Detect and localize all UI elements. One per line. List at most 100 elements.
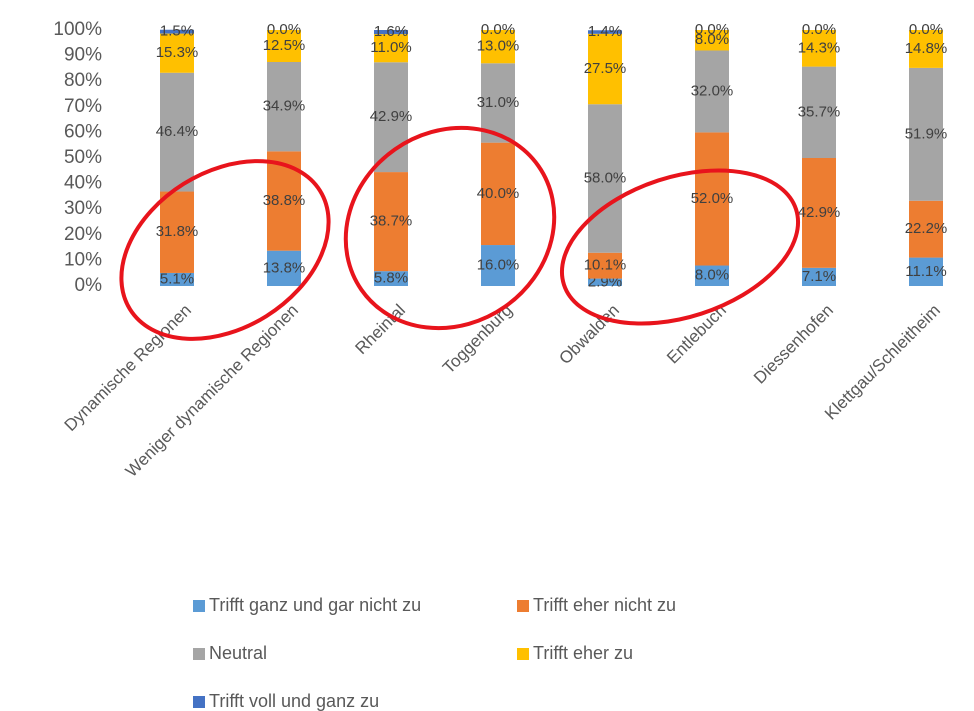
- legend-label: Trifft eher nicht zu: [533, 595, 676, 615]
- value-label: 11.0%: [370, 39, 411, 56]
- bar-segment: [909, 67, 943, 201]
- value-label: 34.9%: [263, 98, 306, 115]
- legend-swatch: [517, 600, 529, 612]
- y-tick-label: 80%: [64, 70, 102, 91]
- bar-segment: [695, 30, 729, 51]
- value-label: 12.5%: [263, 37, 306, 54]
- bar-segment: [695, 50, 729, 133]
- value-label: 42.9%: [370, 108, 413, 125]
- value-label: 31.8%: [156, 223, 199, 240]
- y-tick-label: 70%: [64, 96, 102, 117]
- value-label: 46.4%: [156, 123, 199, 140]
- value-label: 0.0%: [802, 21, 836, 38]
- value-label: 31.0%: [477, 94, 520, 111]
- value-label: 58.0%: [584, 169, 627, 186]
- bar-segment: [481, 245, 515, 286]
- legend-label: Trifft voll und ganz zu: [209, 691, 379, 711]
- bar-segment: [695, 132, 729, 266]
- y-tick-label: 60%: [64, 121, 102, 142]
- bar-segment: [160, 191, 194, 273]
- bar-segment: [802, 267, 836, 286]
- highlight-ellipse: [343, 125, 557, 331]
- bar-segment: [909, 30, 943, 68]
- bar-segment: [909, 257, 943, 286]
- value-label: 16.0%: [477, 256, 520, 273]
- value-label: 5.8%: [374, 270, 408, 287]
- bar-segment: [267, 30, 301, 62]
- y-tick-label: 10%: [64, 249, 102, 270]
- bar-segment: [160, 29, 194, 34]
- annotations: [119, 125, 801, 341]
- bar-segment: [267, 62, 301, 152]
- y-tick-label: 20%: [64, 224, 102, 245]
- value-label: 0.0%: [695, 21, 729, 38]
- bar-segment: [160, 272, 194, 286]
- value-label: 32.0%: [691, 82, 734, 99]
- value-label: 42.9%: [798, 204, 841, 221]
- legend-swatch: [517, 648, 529, 660]
- bar-segment: [374, 172, 408, 272]
- y-tick-label: 90%: [64, 45, 102, 66]
- value-label: 8.0%: [695, 267, 729, 284]
- value-label: 51.9%: [905, 125, 948, 142]
- highlight-ellipse: [119, 159, 331, 341]
- bar-segment: [695, 265, 729, 286]
- value-label: 1.5%: [160, 23, 194, 40]
- value-label: 40.0%: [477, 185, 520, 202]
- bar-segment: [374, 30, 408, 35]
- y-tick-label: 50%: [64, 147, 102, 168]
- y-tick-label: 40%: [64, 173, 102, 194]
- bar-segment: [588, 252, 622, 279]
- bar-segment: [588, 33, 622, 105]
- value-label: 0.0%: [267, 21, 301, 38]
- value-label: 10.1%: [584, 257, 627, 274]
- bar-segment: [374, 271, 408, 286]
- value-label: 14.8%: [905, 40, 948, 57]
- value-label: 7.1%: [802, 268, 836, 285]
- bar-segment: [588, 104, 622, 253]
- bar-segment: [909, 200, 943, 258]
- value-label: 11.1%: [905, 263, 946, 280]
- legend-label: Trifft ganz und gar nicht zu: [209, 595, 421, 615]
- legend-swatch: [193, 648, 205, 660]
- y-tick-label: 0%: [75, 275, 103, 296]
- x-tick-label: Entlebuch: [663, 301, 730, 368]
- bar-segment: [160, 33, 194, 73]
- bar-segment: [802, 66, 836, 158]
- value-label: 35.7%: [798, 103, 841, 120]
- bar-segment: [588, 278, 622, 286]
- value-label: 1.4%: [588, 23, 622, 40]
- value-label: 0.0%: [909, 21, 943, 38]
- legend-swatch: [193, 696, 205, 708]
- bar-segment: [481, 30, 515, 64]
- value-label: 14.3%: [798, 39, 841, 56]
- value-label: 15.3%: [156, 44, 199, 61]
- value-label: 13.0%: [477, 38, 520, 55]
- value-label: 8.0%: [695, 31, 729, 48]
- x-tick-label: Klettgau/Schleitheim: [821, 301, 944, 424]
- value-label: 38.8%: [263, 192, 306, 209]
- bar-segment: [802, 30, 836, 67]
- y-tick-label: 30%: [64, 198, 102, 219]
- value-label: 1.6%: [374, 23, 408, 40]
- value-label: 5.1%: [160, 270, 194, 287]
- value-label: 38.7%: [370, 213, 413, 230]
- value-label: 52.0%: [691, 190, 734, 207]
- value-label: 13.8%: [263, 259, 306, 276]
- x-tick-label: Toggenburg: [439, 301, 516, 378]
- bar-segment: [481, 142, 515, 246]
- highlight-ellipse: [559, 168, 801, 326]
- value-label: 0.0%: [481, 21, 515, 38]
- bar-segment: [374, 34, 408, 63]
- legend-label: Neutral: [209, 643, 267, 663]
- legend-label: Trifft eher zu: [533, 643, 633, 663]
- legend-swatch: [193, 600, 205, 612]
- bar-segment: [802, 158, 836, 268]
- value-label: 22.2%: [905, 220, 948, 237]
- bar-segment: [267, 250, 301, 286]
- bar-segment: [160, 72, 194, 192]
- y-tick-label: 100%: [53, 19, 102, 40]
- x-tick-label: Diessenhofen: [750, 301, 837, 388]
- value-label: 27.5%: [584, 60, 627, 77]
